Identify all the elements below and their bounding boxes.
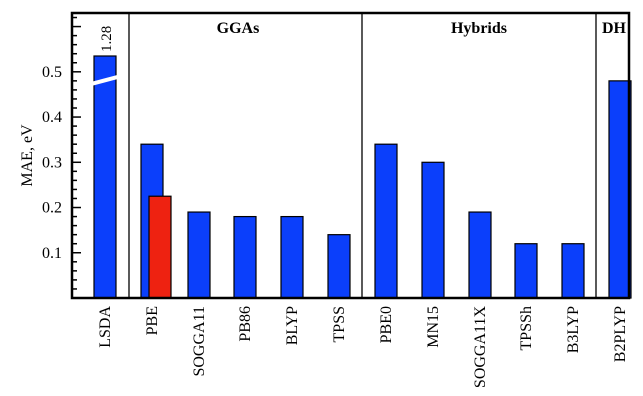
group-label-ggas: GGAs (217, 20, 260, 37)
bar-value-annotation: 1.28 (99, 26, 115, 52)
x-tick-label-sogga11x: SOGGA11X (472, 306, 489, 389)
x-tick-label-mn15: MN15 (425, 306, 442, 348)
bar-pb86 (233, 215, 257, 299)
x-tick-label-pbe0: PBE0 (378, 306, 395, 343)
x-tick-label-tpssh: TPSSh (518, 306, 535, 350)
bar-pbe-highlight (148, 195, 172, 299)
y-axis-title: MAE, eV (19, 124, 36, 187)
y-tick-label: 0.3 (42, 154, 62, 171)
y-tick-label: 0.1 (42, 245, 62, 262)
x-tick-label-pb86: PB86 (237, 306, 254, 342)
labels-layer: 0.1 0.2 0.3 0.4 0.5 MAE, eV LSDA PBE SOGGA11 PB86… (19, 20, 629, 388)
bar-mn15 (421, 161, 445, 299)
axes-layer (70, 11, 631, 300)
axis-break-mark (87, 73, 123, 87)
bar-tpssh (514, 243, 538, 299)
x-tick-label-tpss: TPSS (331, 306, 348, 342)
plot-frame (70, 11, 631, 300)
x-tick-label-lsda: LSDA (97, 306, 114, 348)
bars-layer (87, 55, 632, 299)
group-label-hybrids: Hybrids (451, 20, 507, 37)
bar-blyp (280, 215, 304, 299)
bar-b3lyp (561, 243, 585, 299)
y-tick-label: 0.5 (42, 64, 62, 81)
bar-tpss (327, 234, 351, 299)
bar-lsda (93, 55, 117, 299)
x-tick-label-pbe: PBE (144, 306, 161, 335)
x-tick-label-blyp: BLYP (284, 306, 301, 345)
group-label-dh: DH (602, 20, 627, 37)
y-tick-label: 0.4 (42, 109, 62, 126)
x-tick-label-b3lyp: B3LYP (565, 306, 582, 353)
bar-sogga11 (187, 211, 211, 299)
y-tick-label: 0.2 (42, 200, 62, 217)
x-tick-label-b2plyp: B2PLYP (612, 306, 629, 362)
x-tick-label-sogga11: SOGGA11 (191, 306, 208, 377)
bar-sogga11x (468, 211, 492, 299)
bar-pbe0 (374, 143, 398, 299)
bar-b2plyp (608, 80, 632, 299)
